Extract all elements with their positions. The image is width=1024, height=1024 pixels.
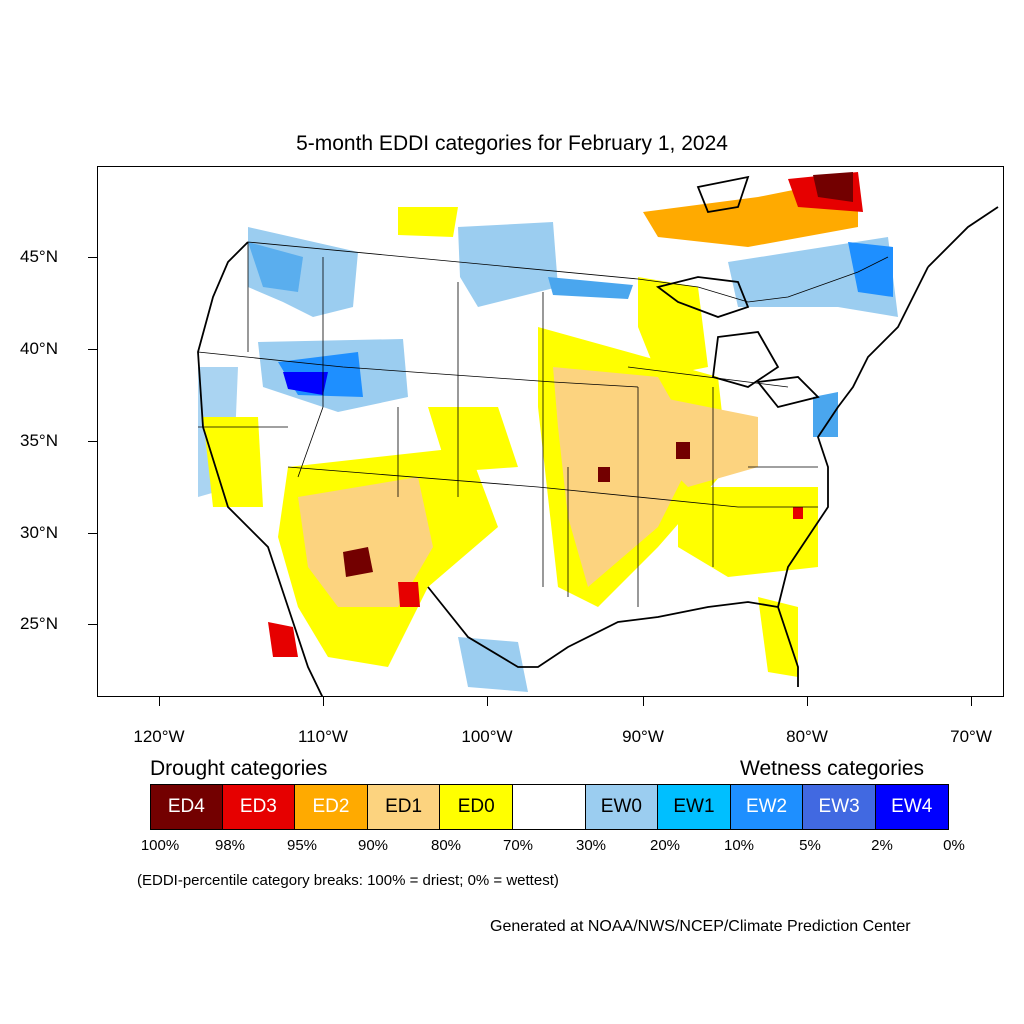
legend-note: (EDDI-percentile category breaks: 100% =… (137, 872, 559, 889)
dry-tx-hotspot (398, 582, 420, 607)
legend-category: EW3 (803, 784, 876, 830)
dry-baja (268, 622, 298, 657)
legend-category: EW0 (585, 784, 659, 830)
wet-lake-superior (548, 277, 633, 299)
dry-california (203, 417, 263, 507)
lon-tick-80 (807, 697, 808, 706)
dry-ohio-valley (658, 397, 758, 487)
legend-break: 5% (799, 837, 821, 854)
lat-tick-40 (88, 349, 97, 350)
dry-ohio-hotspot (676, 442, 690, 459)
lon-label: 80°W (786, 727, 828, 746)
lon-label: 120°W (133, 727, 185, 746)
legend-category: ED0 (440, 784, 513, 830)
lat-label: 35°N (20, 431, 58, 450)
lon-tick-110 (323, 697, 324, 706)
dry-southwest-ed1 (298, 477, 433, 607)
dry-southeast (678, 487, 818, 577)
legend-break: 90% (357, 837, 389, 854)
lon-label: 90°W (622, 727, 664, 746)
lat-label: 25°N (20, 614, 58, 633)
lat-tick-30 (88, 533, 97, 534)
lat-tick-45 (88, 257, 97, 258)
lat-tick-25 (88, 624, 97, 625)
lon-label: 110°W (298, 727, 348, 746)
legend-break: 20% (649, 837, 681, 854)
legend-category-neutral (512, 784, 586, 830)
legend-break: 95% (286, 837, 318, 854)
legend-break: 98% (214, 837, 246, 854)
legend-break: 0% (943, 837, 965, 854)
lon-label: 100°W (461, 727, 513, 746)
legend-category: EW1 (658, 784, 731, 830)
legend-break: 2% (871, 837, 893, 854)
lon-label: 70°W (950, 727, 992, 746)
map-title: 5-month EDDI categories for February 1, … (296, 132, 728, 155)
dry-montana (398, 207, 458, 237)
dry-florida (758, 597, 798, 677)
legend-category: ED3 (222, 784, 296, 830)
lat-label: 30°N (20, 523, 58, 542)
legend-break: 70% (502, 837, 534, 854)
map-canvas (197, 172, 999, 696)
wet-north-dakota (458, 222, 558, 307)
wet-pnw-core (248, 242, 303, 292)
legend-break: 30% (575, 837, 607, 854)
lat-tick-35 (88, 441, 97, 442)
wet-maine (848, 242, 893, 297)
dry-great-lakes (638, 277, 708, 377)
legend-category: EW4 (875, 784, 949, 830)
legend-break: 100% (140, 837, 180, 854)
state-boundaries (197, 241, 889, 607)
wet-mid-atlantic (813, 392, 838, 437)
drought-heading: Drought categories (150, 757, 328, 780)
dry-kansas (428, 407, 518, 472)
dry-arkansas-hotspot (598, 467, 610, 482)
legend-category: EW2 (730, 784, 804, 830)
lon-tick-90 (643, 697, 644, 706)
dry-carolina-hotspot (793, 507, 803, 519)
lon-tick-70 (971, 697, 972, 706)
eddi-map (97, 166, 1004, 697)
lat-label: 45°N (20, 247, 58, 266)
wetness-heading: Wetness categories (740, 757, 925, 780)
legend-category: ED2 (295, 784, 368, 830)
legend-break: 10% (723, 837, 755, 854)
lon-tick-100 (487, 697, 488, 706)
credit-line: Generated at NOAA/NWS/NCEP/Climate Predi… (490, 918, 911, 935)
wet-gulf-texas (458, 637, 528, 692)
legend-break: 80% (430, 837, 462, 854)
legend-color-bar: ED4 ED3 ED2 ED1 ED0 EW0 EW1 EW2 EW3 EW4 (150, 784, 949, 830)
drought-areas (203, 172, 863, 677)
wet-wyoming-peak (283, 372, 328, 395)
lat-label: 40°N (20, 339, 58, 358)
dry-quebec-peak (813, 172, 853, 202)
coastline (197, 175, 999, 696)
lon-tick-120 (159, 697, 160, 706)
legend-category: ED1 (367, 784, 441, 830)
dry-nm-hotspot (343, 547, 373, 577)
legend-category: ED4 (150, 784, 223, 830)
